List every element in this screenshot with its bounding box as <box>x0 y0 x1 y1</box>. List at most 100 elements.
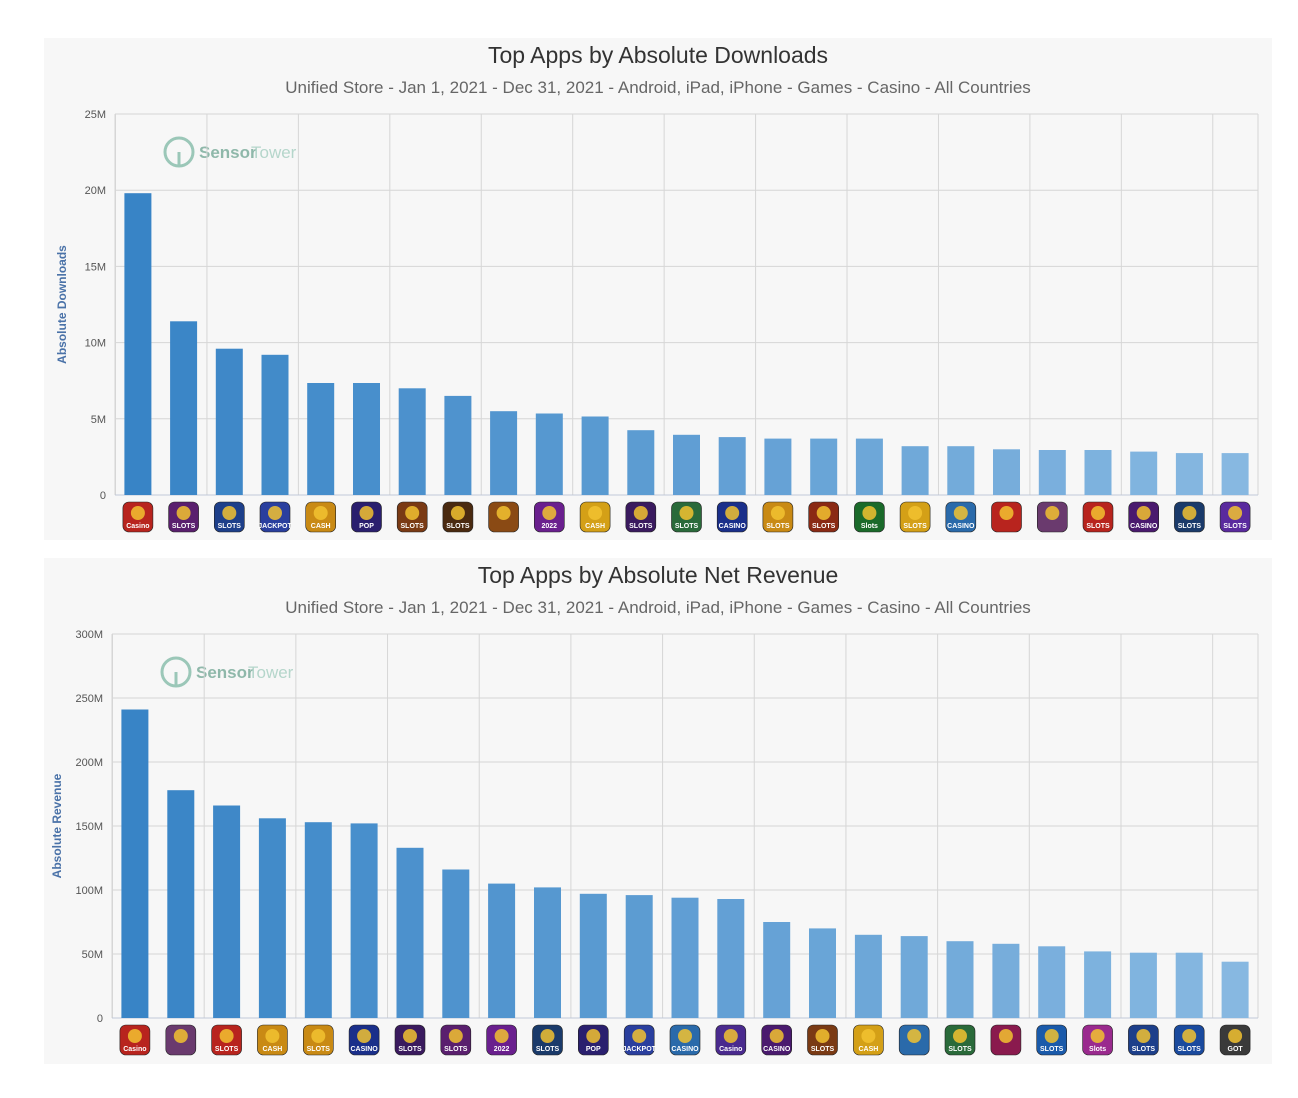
app-icon-label: JACKPOT <box>258 523 292 530</box>
bar <box>718 437 746 495</box>
y-tick-label: 0 <box>97 1013 103 1025</box>
bar <box>946 941 974 1018</box>
app-icon-emblem <box>1228 506 1243 520</box>
app-icon: CASINO <box>716 501 748 533</box>
app-icon-emblem <box>127 1029 142 1043</box>
app-icon-emblem <box>815 1029 830 1043</box>
app-icon: POP <box>577 1024 609 1056</box>
bar <box>353 383 380 495</box>
bar <box>901 446 929 495</box>
bar <box>763 922 791 1018</box>
app-icon-label: Casino <box>123 1046 146 1053</box>
bar <box>1221 961 1249 1018</box>
app-icon <box>898 1024 930 1056</box>
app-icon-emblem <box>1091 506 1105 520</box>
app-icon-emblem <box>450 506 465 520</box>
app-icon-label: SLOTS <box>401 523 425 530</box>
app-icon: SLOTS <box>762 501 794 533</box>
app-icon: CASH <box>853 1024 884 1056</box>
app-icon-label: SLOTS <box>398 1046 422 1053</box>
bar <box>671 897 699 1018</box>
app-icon: JACKPOT <box>622 1024 657 1056</box>
app-icon-label: SLOTS <box>307 1046 331 1053</box>
bar <box>307 383 335 495</box>
app-icon-emblem <box>130 506 145 520</box>
watermark-brand-a: Sensor <box>199 143 257 162</box>
bar <box>258 818 286 1018</box>
bar <box>167 790 195 1018</box>
app-icon-emblem <box>633 506 648 520</box>
revenue-chart-panel: Top Apps by Absolute Net Revenue Unified… <box>44 558 1272 1064</box>
app-icon-emblem <box>816 506 831 520</box>
app-icon-emblem <box>588 506 603 520</box>
app-icon-emblem <box>313 506 328 520</box>
bar <box>579 893 607 1018</box>
app-icon-label: SLOTS <box>766 523 790 530</box>
app-icon-emblem <box>862 506 877 520</box>
bar <box>855 438 883 495</box>
chart-title: Top Apps by Absolute Downloads <box>487 42 829 68</box>
y-tick-label: 200M <box>75 757 103 769</box>
bar <box>396 847 424 1018</box>
app-icon-emblem <box>496 506 511 520</box>
app-icon: CASH <box>579 501 611 533</box>
app-icon-label: SLOTS <box>218 523 242 530</box>
app-icon-label: CASINO <box>671 1046 699 1053</box>
app-icon: SLOTS <box>1036 1024 1068 1056</box>
bar <box>809 928 836 1018</box>
y-tick-label: 100M <box>75 885 103 897</box>
app-icon-label: SLOTS <box>172 523 196 530</box>
app-icon-emblem <box>678 1029 692 1043</box>
app-icon: SLOTS <box>1128 1024 1159 1056</box>
y-tick-label: 300M <box>75 629 103 641</box>
app-icon-emblem <box>265 1029 280 1043</box>
app-icon-emblem <box>1228 1029 1243 1043</box>
app-icon-label: SLOTS <box>1040 1046 1064 1053</box>
app-icon: SLOTS <box>899 501 931 533</box>
app-icon-emblem <box>359 506 374 520</box>
bar <box>810 438 838 495</box>
app-icon-label: CASH <box>262 1046 282 1053</box>
app-icon-label: SLOTS <box>444 1046 468 1053</box>
app-icon: SLOTS <box>1174 501 1205 533</box>
app-icon-emblem <box>770 506 785 520</box>
app-icon-label: Casino <box>126 523 149 530</box>
app-icon-label: SLOTS <box>812 523 836 530</box>
bar <box>764 438 792 495</box>
app-icon-emblem <box>953 506 968 520</box>
app-icon: 2022 <box>486 1024 517 1056</box>
watermark-brand-a: Sensor <box>196 663 254 682</box>
bar <box>1221 453 1249 495</box>
app-icon-emblem <box>1136 1029 1151 1043</box>
app-icon: SLOTS <box>532 1024 563 1056</box>
app-icon: SLOTS <box>1173 1024 1205 1056</box>
bar <box>261 354 289 495</box>
app-icon-emblem <box>953 1029 967 1043</box>
bar <box>1038 946 1066 1018</box>
app-icon-label: JACKPOT <box>622 1046 656 1053</box>
y-tick-label: 5M <box>91 414 106 426</box>
bar <box>170 321 198 495</box>
app-icon: SLOTS <box>302 1024 334 1056</box>
bar <box>625 895 653 1018</box>
app-icon-label: SLOTS <box>948 1046 972 1053</box>
app-icon-label: SLOTS <box>675 523 699 530</box>
app-icon-label: POP <box>359 523 374 530</box>
app-icon-label: SLOTS <box>536 1046 560 1053</box>
y-axis-title: Absolute Downloads <box>55 245 69 364</box>
app-icon-emblem <box>1045 506 1060 520</box>
app-icon-emblem <box>219 1029 234 1043</box>
bar <box>900 936 928 1018</box>
bar <box>1175 952 1203 1018</box>
app-icon-emblem <box>1182 1029 1197 1043</box>
bar <box>1175 453 1203 495</box>
watermark-brand-b: Tower <box>251 143 297 162</box>
app-icon: CASINO <box>761 1024 793 1056</box>
app-icon-emblem <box>222 506 237 520</box>
app-icon: JACKPOT <box>258 501 292 533</box>
app-icon <box>1036 501 1068 533</box>
y-tick-label: 20M <box>85 185 106 197</box>
app-icon: CASH <box>257 1024 288 1056</box>
